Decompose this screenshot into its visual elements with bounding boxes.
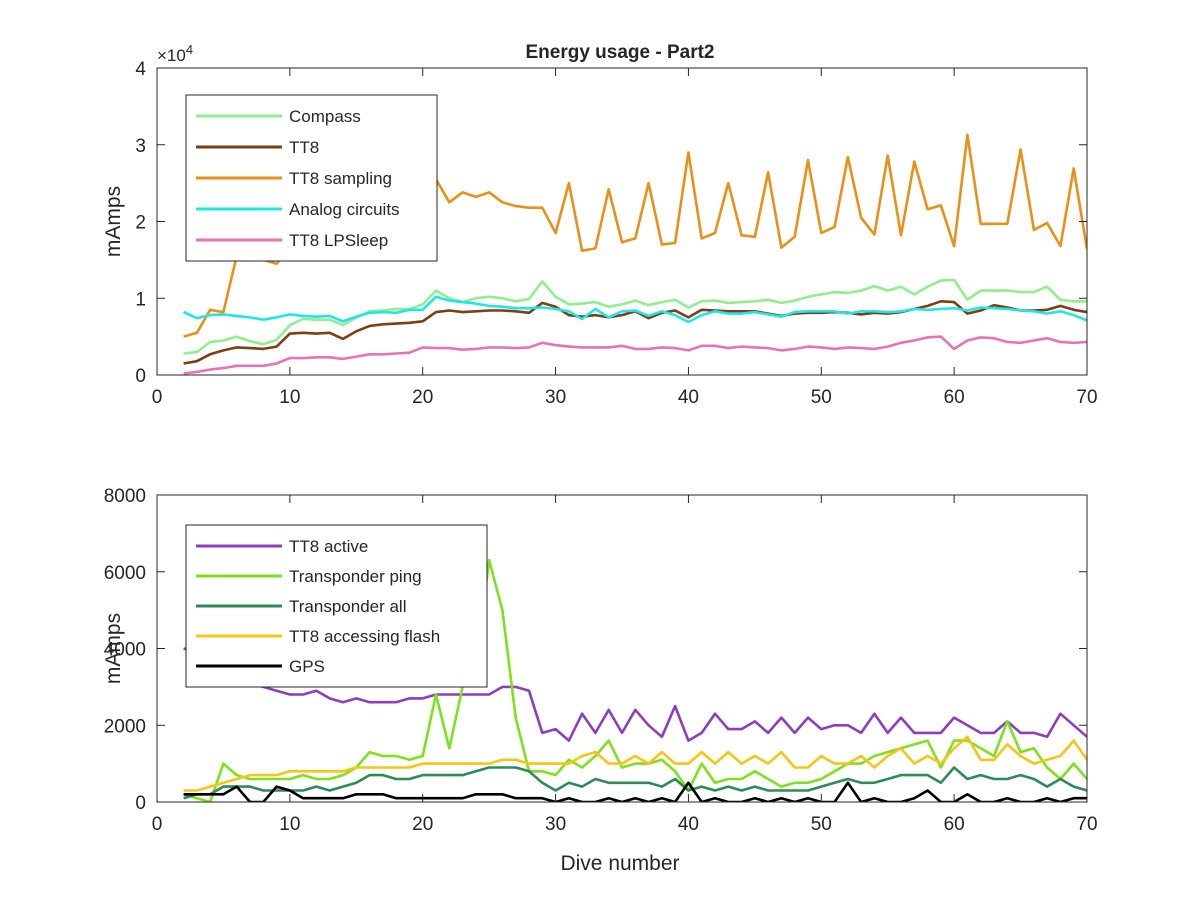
x-tick-label: 30 — [545, 814, 566, 835]
legend-entry-label: Transponder ping — [289, 567, 422, 586]
y-axis-label: mAmps — [102, 613, 125, 684]
y-tick-label: 3 — [135, 136, 146, 157]
series-lines — [183, 558, 1087, 802]
x-tick-label: 40 — [678, 387, 699, 408]
y-tick-label: 4 — [135, 59, 146, 80]
series-line — [183, 766, 1087, 800]
legend-entry-label: TT8 sampling — [289, 169, 392, 188]
y-tick-label: 2 — [135, 213, 146, 234]
series-line — [183, 278, 1087, 355]
x-tick-label: 10 — [279, 814, 300, 835]
y-tick-label: 1 — [135, 289, 146, 310]
x-tick-label: 30 — [545, 387, 566, 408]
legend-entry-label: GPS — [289, 657, 325, 676]
x-tick-label: 70 — [1076, 814, 1097, 835]
plot-2: 0 10 20 30 40 50 60 70 0 2000 4000 6000 8000 mAmps Div… — [102, 486, 1098, 875]
legend: TT8 active Transponder ping Transponder al… — [185, 524, 488, 688]
legend: Compass TT8 TT8 sampling Analog circuits TT8… — [185, 94, 438, 262]
legend-entry-label: TT8 LPSleep — [289, 231, 388, 250]
legend-entry-label: TT8 accessing flash — [289, 627, 440, 646]
axes-layer: 0 10 20 30 40 50 60 70 0 1 2 3 4 ×104 mAmps Compass TT8 T… — [102, 42, 1098, 875]
x-tick-label: 0 — [152, 814, 163, 835]
legend-entry-label: Analog circuits — [289, 200, 400, 219]
y-tick-label: 8000 — [104, 486, 146, 507]
x-tick-label: 60 — [944, 387, 965, 408]
y-tick-label: 6000 — [104, 563, 146, 584]
legend-entry-label: TT8 active — [289, 537, 368, 556]
x-axis-label: Dive number — [560, 852, 679, 875]
y-exponent-label: ×104 — [157, 42, 193, 65]
legend-entry-label: Transponder all — [289, 597, 407, 616]
x-tick-label: 50 — [811, 814, 832, 835]
y-tick-label: 0 — [135, 793, 146, 814]
x-tick-label: 70 — [1076, 387, 1097, 408]
y-tick-label: 4000 — [104, 640, 146, 661]
series-line — [183, 735, 1087, 792]
x-tick-label: 20 — [412, 814, 433, 835]
x-tick-label: 40 — [678, 814, 699, 835]
chart-title: Energy usage - Part2 — [525, 42, 714, 63]
plot-1: 0 10 20 30 40 50 60 70 0 1 2 3 4 ×104 mAmps Compass TT8 T… — [102, 42, 1098, 408]
legend-entry-label: TT8 — [289, 138, 319, 157]
x-tick-label: 0 — [152, 387, 163, 408]
x-tick-label: 60 — [944, 814, 965, 835]
x-tick-label: 20 — [412, 387, 433, 408]
series-line — [183, 647, 1087, 742]
series-line — [183, 335, 1087, 375]
series-line — [183, 781, 1087, 802]
y-tick-label: 0 — [135, 366, 146, 387]
series-line — [183, 558, 1087, 802]
series-line — [183, 295, 1087, 324]
legend-entry-label: Compass — [289, 107, 361, 126]
y-axis-label: mAmps — [102, 186, 125, 257]
x-tick-label: 10 — [279, 387, 300, 408]
y-tick-label: 2000 — [104, 716, 146, 737]
x-tick-label: 50 — [811, 387, 832, 408]
